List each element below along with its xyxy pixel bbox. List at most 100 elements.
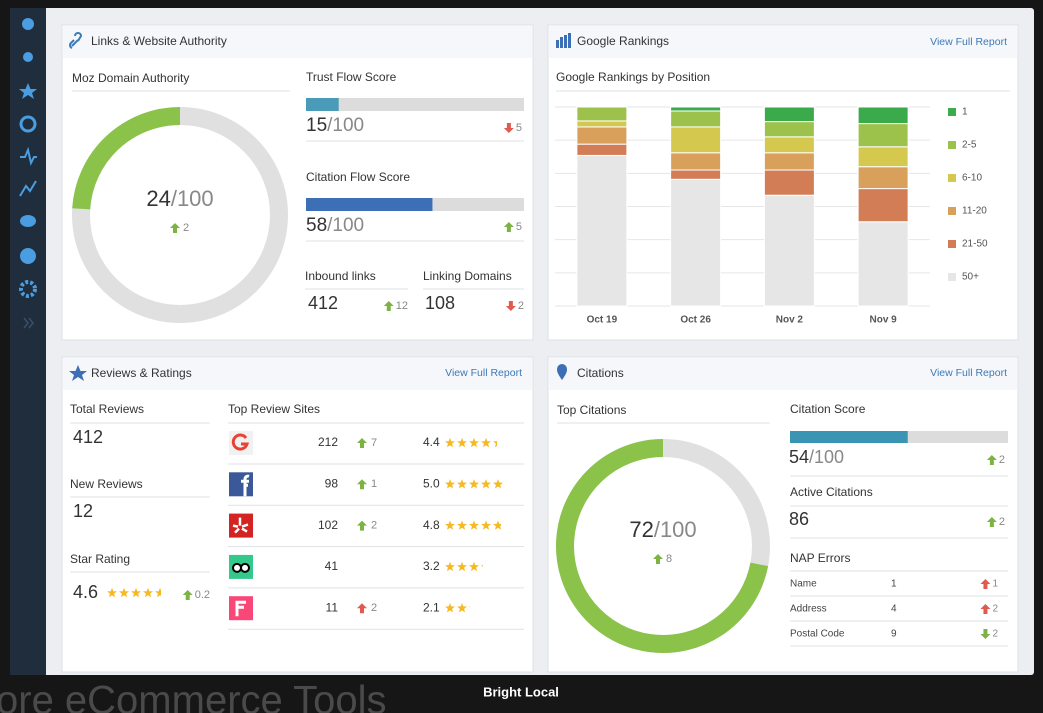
panel-title: Links & Website Authority: [91, 34, 227, 48]
field-label: Total Reviews: [70, 402, 144, 416]
score: 15/100: [306, 115, 364, 136]
x-tick-label: Oct 26: [680, 315, 711, 326]
star: [457, 603, 467, 613]
bar-segment: [576, 154, 628, 307]
score-value: 58: [306, 215, 327, 236]
change-value: 0.2: [195, 589, 210, 601]
bar-segment: [670, 178, 722, 307]
change-value: 2: [371, 602, 377, 614]
background-text: ore eCommerce Tools: [0, 679, 387, 713]
bar-segment: [670, 106, 722, 112]
panel-header: [63, 358, 532, 390]
star: [481, 565, 483, 572]
icon[interactable]: [23, 52, 33, 62]
field-label: Citation Flow Score: [306, 170, 410, 184]
trend-arrow: [357, 438, 367, 448]
icon[interactable]: [19, 180, 37, 197]
bar-segment: [857, 146, 909, 168]
trend-arrow: [357, 603, 367, 614]
metric-value: 86: [789, 509, 809, 529]
star: [457, 479, 467, 489]
icon[interactable]: [19, 83, 37, 99]
change-value: 2: [999, 454, 1005, 466]
star: [107, 587, 117, 598]
panel-title: Citations: [577, 366, 624, 380]
nap-label: Name: [790, 579, 817, 590]
icon[interactable]: [20, 215, 36, 227]
change-value: 2: [183, 222, 189, 234]
legend-label: 6-10: [962, 173, 982, 184]
icon: [556, 33, 571, 48]
score-value: 54: [789, 447, 809, 467]
bar-segment: [763, 169, 815, 196]
star: [481, 437, 491, 448]
icon: [557, 364, 567, 380]
bar-segment: [763, 121, 815, 138]
field-label: Star Rating: [70, 552, 130, 566]
bar-segment: [763, 106, 815, 123]
panel-header: [549, 26, 1017, 58]
star: [469, 479, 479, 489]
legend-swatch: [948, 240, 956, 248]
score-max: /100: [327, 215, 364, 236]
progress-fill: [306, 98, 339, 111]
bar-segment: [576, 106, 628, 122]
star: [457, 561, 467, 572]
star: [493, 440, 497, 448]
trend-arrow: [980, 604, 991, 614]
bar-segment: [763, 194, 815, 307]
change-value: 2: [371, 520, 377, 532]
icon[interactable]: [19, 280, 37, 298]
panel-title: Google Rankings: [577, 34, 669, 48]
icon[interactable]: [28, 317, 34, 329]
icon[interactable]: [20, 146, 37, 166]
icon[interactable]: [22, 18, 34, 30]
icon[interactable]: [23, 317, 29, 329]
icon[interactable]: [20, 248, 36, 264]
logo: [229, 472, 253, 497]
header-icons: [69, 32, 571, 381]
trend-arrow: [182, 590, 193, 600]
metric-value: 412: [308, 293, 338, 313]
bar-segment: [670, 169, 722, 180]
trend-arrow: [357, 479, 367, 490]
panels: [61, 24, 1019, 673]
trend-arrow: [503, 123, 514, 133]
view-report-link[interactable]: View Full Report: [930, 36, 1007, 48]
star: [493, 479, 503, 489]
x-tick-label: Nov 9: [870, 315, 898, 326]
bar-segment: [857, 123, 909, 148]
trend-arrow: [505, 301, 516, 311]
view-report-link[interactable]: View Full Report: [445, 367, 522, 379]
field-label: Citation Score: [790, 402, 866, 416]
rating-value: 4.8: [423, 518, 440, 532]
rating-value: 4.4: [423, 435, 440, 449]
logo: [232, 517, 249, 534]
rating-value: 5.0: [423, 476, 440, 490]
panel: [547, 356, 1019, 673]
legend-swatch: [948, 207, 956, 215]
trend-arrow: [986, 455, 997, 465]
field-label: Top Citations: [557, 403, 626, 417]
view-report-link[interactable]: View Full Report: [930, 367, 1007, 379]
legend-label: 21-50: [962, 239, 988, 250]
icon: [69, 32, 83, 49]
metric-value: 412: [73, 427, 103, 447]
metric-value: 108: [425, 293, 455, 313]
metric-value: 4.6: [73, 582, 98, 602]
bar-segment: [576, 120, 628, 128]
bar-segment: [670, 152, 722, 171]
bar-segment: [763, 152, 815, 171]
star: [445, 603, 455, 613]
chart-title: Google Rankings by Position: [556, 70, 710, 84]
nap-label: Postal Code: [790, 629, 845, 640]
icon[interactable]: [19, 115, 37, 133]
bar-segment: [857, 188, 909, 223]
legend-swatch: [948, 174, 956, 182]
field-label: Linking Domains: [423, 269, 512, 283]
change-value: 2: [999, 516, 1005, 528]
change-value: 5: [516, 122, 522, 134]
change-value: 2: [992, 604, 998, 615]
change-value: 2: [518, 300, 524, 312]
legend-label: 50+: [962, 272, 979, 283]
